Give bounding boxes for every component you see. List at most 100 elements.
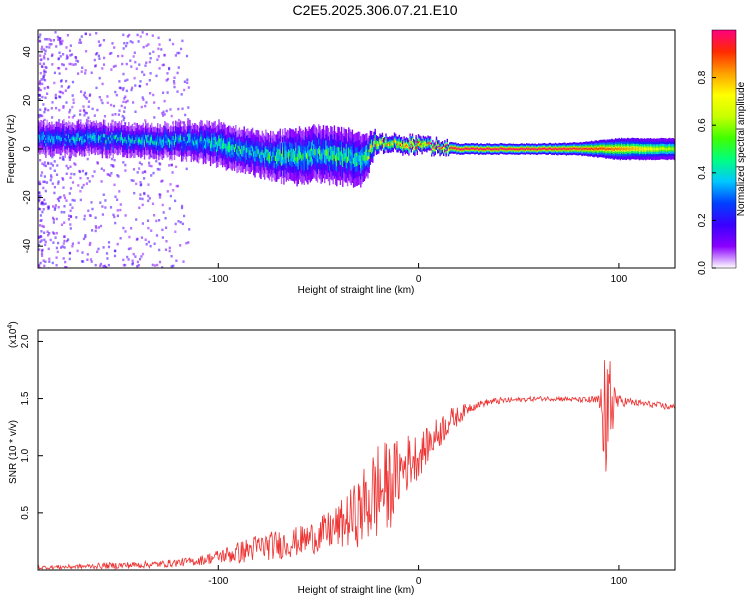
noise-speckle (107, 241, 111, 244)
noise-speckle (79, 176, 82, 180)
ridge-cell (194, 139, 196, 144)
noise-speckle (68, 158, 71, 161)
noise-speckle (161, 63, 164, 67)
noise-speckle (75, 59, 78, 62)
noise-speckle (42, 225, 45, 228)
noise-speckle (153, 116, 156, 119)
noise-speckle (52, 221, 55, 224)
noise-speckle (127, 247, 130, 251)
ridge-cell (453, 147, 456, 149)
noise-speckle (131, 263, 134, 266)
noise-speckle (52, 241, 55, 244)
noise-speckle (72, 63, 75, 66)
noise-speckle (61, 245, 64, 248)
noise-speckle (59, 55, 62, 58)
noise-speckle (71, 105, 74, 109)
ridge-cell (331, 150, 333, 157)
ridge-cell (536, 148, 539, 151)
noise-speckle (144, 104, 147, 108)
noise-speckle (177, 66, 180, 69)
noise-speckle (66, 239, 69, 243)
ridge-cell (93, 134, 95, 139)
noise-speckle (157, 107, 160, 110)
noise-speckle (113, 183, 116, 187)
noise-speckle (68, 214, 71, 218)
ridge-cell (556, 148, 558, 150)
ridge-cell (441, 146, 444, 148)
ridge-cell (413, 146, 415, 148)
noise-speckle (57, 180, 60, 183)
ridge-cell (128, 136, 130, 140)
ridge-cell (389, 143, 391, 146)
noise-speckle (181, 204, 184, 208)
noise-speckle (42, 103, 45, 106)
noise-speckle (151, 202, 155, 205)
ridge-cell (504, 148, 506, 150)
x-tick-label: 100 (611, 576, 628, 587)
ridge-cell (658, 148, 660, 151)
noise-speckle (51, 155, 54, 159)
ridge-cell (69, 139, 71, 143)
ridge-cell (368, 152, 370, 157)
noise-speckle (110, 103, 113, 107)
noise-speckle (100, 124, 104, 127)
ridge-cell (477, 149, 480, 151)
ridge-cell (602, 147, 605, 150)
noise-speckle (69, 44, 72, 47)
noise-speckle (170, 255, 173, 258)
noise-speckle (163, 53, 166, 57)
ridge-cell (92, 135, 94, 140)
noise-speckle (124, 163, 127, 167)
ridge-cell (253, 151, 255, 157)
ridge-cell (344, 152, 346, 159)
noise-speckle (187, 118, 190, 121)
snr-y-scale-exponent: 4 (7, 325, 14, 329)
ridge-cell (46, 133, 48, 138)
noise-speckle (57, 241, 60, 245)
noise-speckle (149, 57, 152, 60)
noise-speckle (63, 246, 66, 249)
noise-speckle (68, 116, 71, 119)
ridge-cell (169, 141, 171, 146)
noise-speckle (63, 196, 67, 200)
ridge-cell (157, 137, 159, 141)
noise-speckle (45, 181, 49, 184)
noise-speckle (68, 85, 71, 88)
ridge-cell (607, 148, 610, 151)
ridge-cell (380, 141, 382, 144)
noise-speckle (84, 173, 87, 176)
noise-speckle (113, 46, 116, 49)
ridge-cell (457, 147, 459, 149)
ridge-cell (634, 147, 636, 150)
ridge-cell (322, 148, 325, 155)
ridge-cell (471, 147, 474, 150)
noise-speckle (65, 199, 68, 202)
noise-speckle (61, 157, 64, 161)
noise-speckle (136, 33, 139, 37)
ridge-cell (635, 147, 637, 151)
noise-speckle (44, 260, 47, 263)
ridge-cell (149, 139, 152, 143)
ridge-cell (489, 148, 492, 150)
ridge-cell (447, 149, 450, 151)
ridge-cell (481, 148, 483, 150)
colorbar-tick-label: 0.0 (697, 261, 708, 275)
ridge-cell (58, 135, 60, 140)
ridge-cell (212, 141, 214, 146)
noise-speckle (71, 242, 74, 245)
noise-speckle (48, 38, 51, 41)
ridge-cell (482, 148, 485, 150)
noise-speckle (136, 265, 139, 268)
ridge-cell (96, 137, 99, 141)
ridge-cell (277, 152, 279, 158)
spectrogram-x-ticks: -100 0 100 (208, 263, 628, 285)
noise-speckle (122, 161, 125, 164)
noise-speckle (42, 203, 45, 206)
ridge-cell (102, 133, 105, 138)
noise-speckle (170, 265, 173, 268)
noise-speckle (119, 208, 122, 212)
noise-speckle (126, 41, 129, 45)
noise-speckle (47, 161, 50, 165)
ridge-cell (438, 145, 440, 148)
ridge-cell (348, 151, 350, 158)
